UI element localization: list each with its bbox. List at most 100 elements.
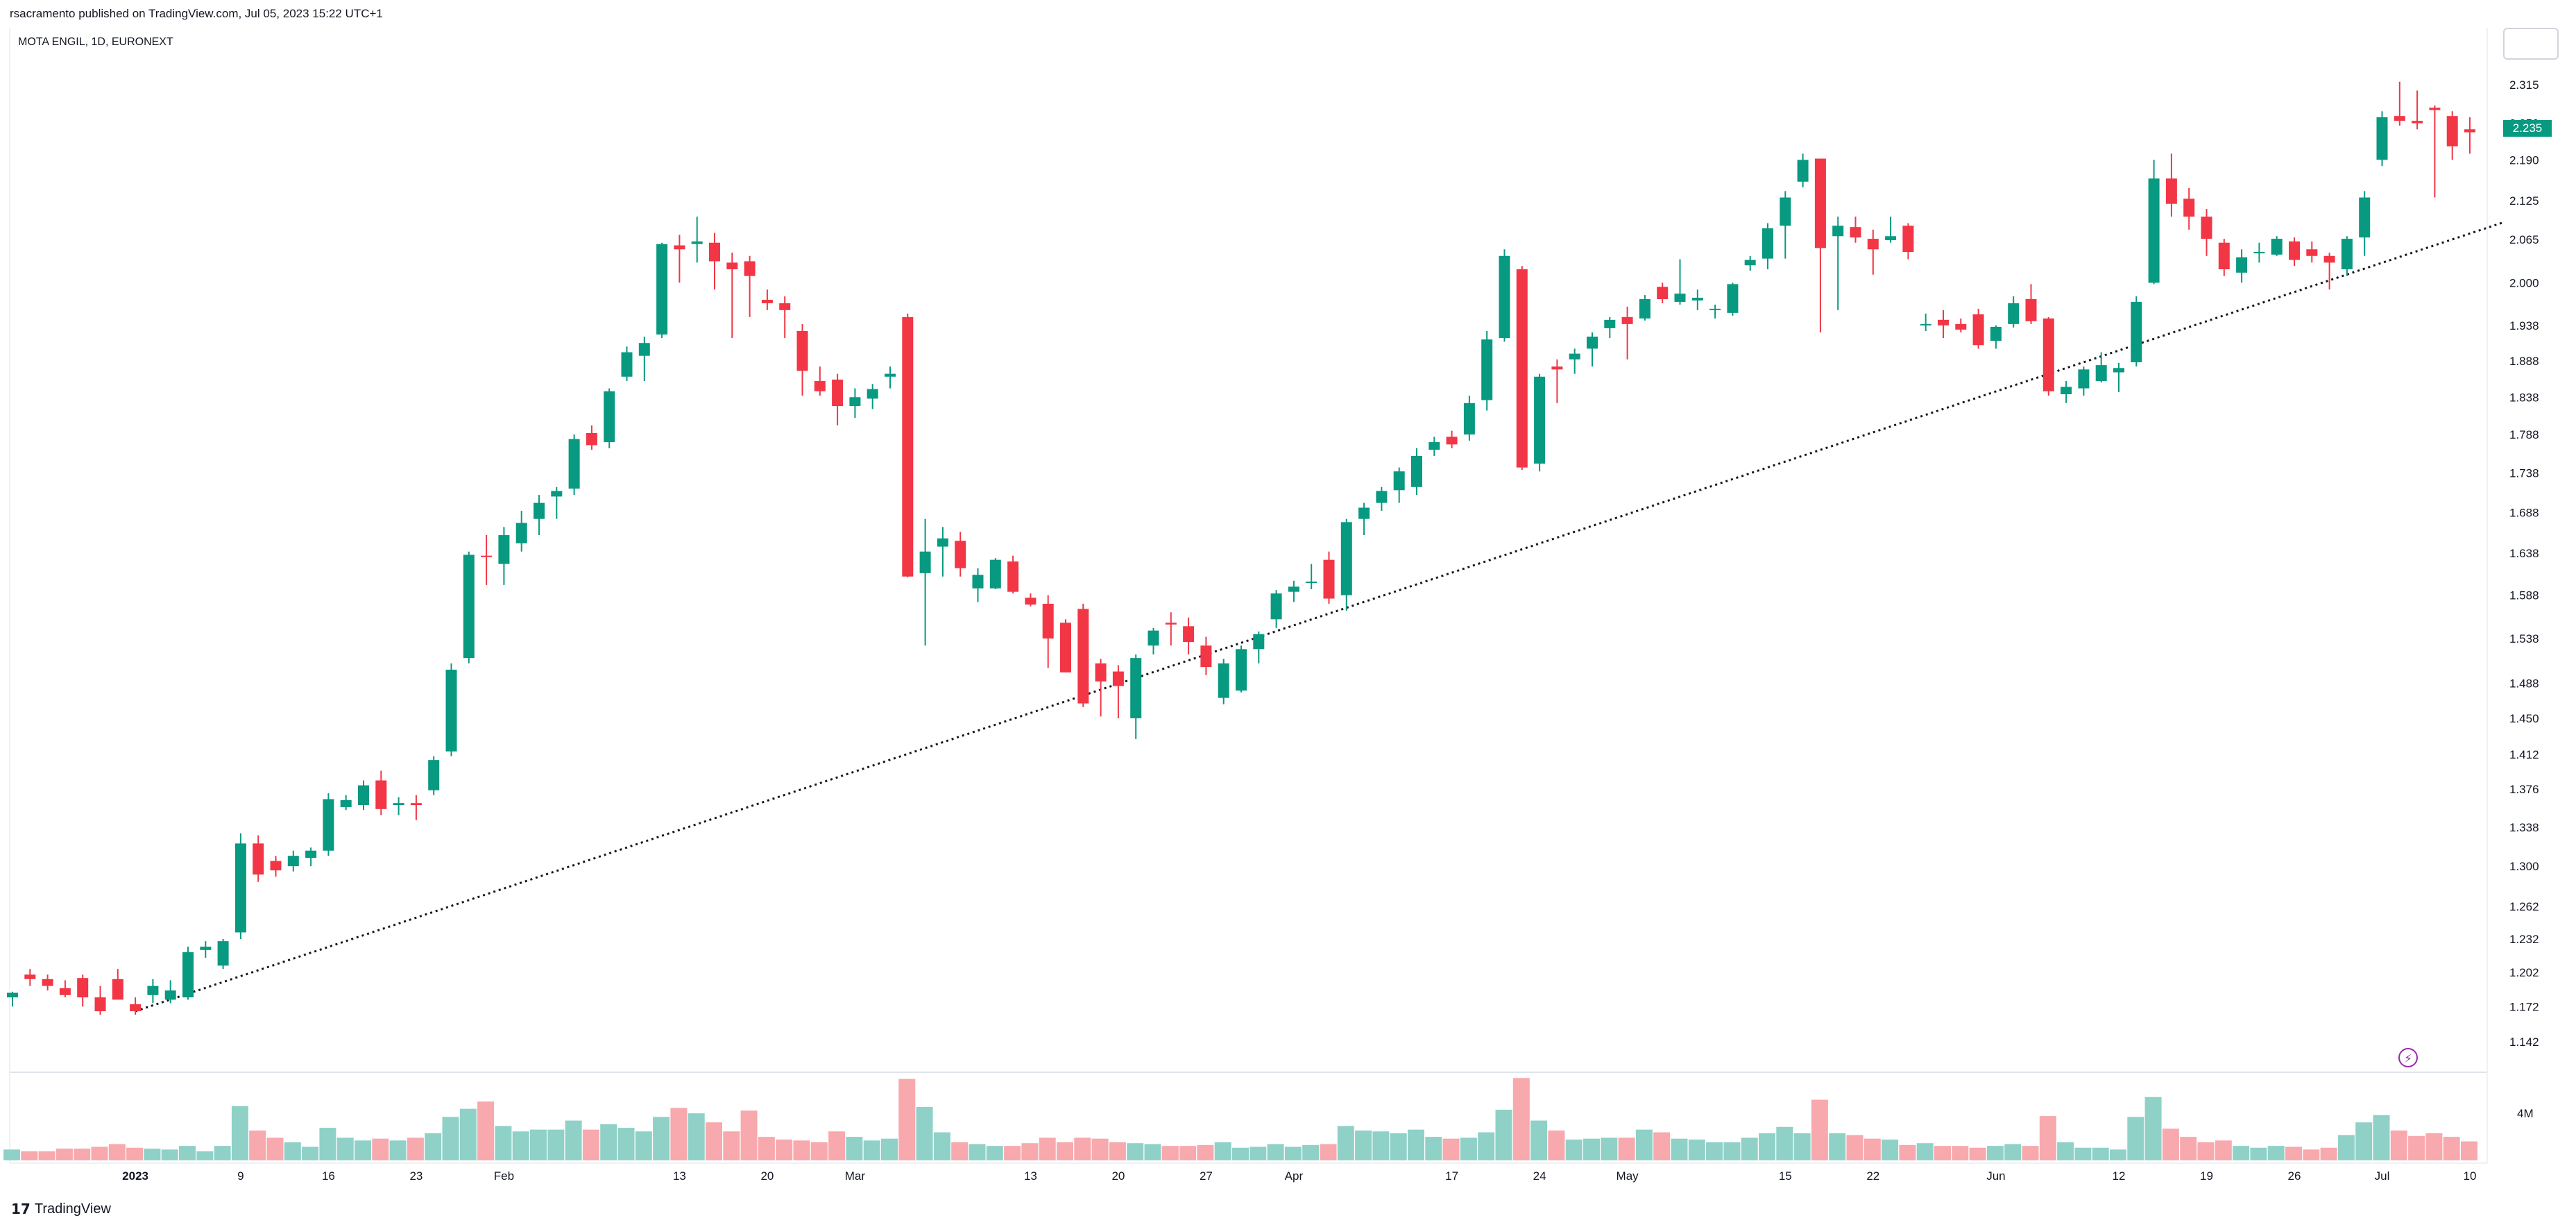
candle-body[interactable]: [1148, 630, 1159, 646]
candle-body[interactable]: [2376, 117, 2388, 160]
candle-body[interactable]: [147, 985, 159, 995]
candle-body[interactable]: [1340, 522, 1352, 595]
candle-body[interactable]: [1253, 634, 1265, 650]
candle-body[interactable]: [428, 760, 440, 790]
candle-body[interactable]: [1604, 319, 1616, 328]
candle-body[interactable]: [59, 988, 71, 995]
candle-body[interactable]: [410, 803, 422, 806]
candle-body[interactable]: [1025, 598, 1037, 605]
candle-body[interactable]: [761, 299, 773, 303]
candle-body[interactable]: [604, 391, 615, 443]
candle-body[interactable]: [42, 979, 53, 986]
candle-body[interactable]: [182, 952, 194, 998]
candle-body[interactable]: [1306, 582, 1317, 584]
candle-body[interactable]: [2306, 249, 2318, 256]
candle-body[interactable]: [1990, 326, 2002, 341]
candle-body[interactable]: [1797, 160, 1809, 182]
candle-body[interactable]: [1691, 298, 1703, 301]
candle-body[interactable]: [2341, 239, 2353, 270]
candle-body[interactable]: [2253, 252, 2265, 254]
candle-body[interactable]: [2131, 301, 2142, 362]
candle-body[interactable]: [1428, 442, 1440, 450]
candle-body[interactable]: [2394, 116, 2405, 121]
candle-body[interactable]: [1183, 626, 1195, 643]
candle-body[interactable]: [621, 352, 633, 377]
candle-body[interactable]: [2078, 369, 2090, 389]
candle-body[interactable]: [1218, 663, 1229, 698]
candle-body[interactable]: [691, 241, 703, 244]
candle-body[interactable]: [375, 780, 387, 809]
candle-body[interactable]: [779, 303, 791, 310]
candle-body[interactable]: [1780, 197, 1791, 226]
chart-settings-box[interactable]: [2503, 28, 2559, 60]
candle-body[interactable]: [551, 491, 563, 497]
candle-body[interactable]: [1393, 471, 1405, 491]
candle-body[interactable]: [832, 379, 844, 407]
candle-body[interactable]: [1814, 158, 1826, 248]
candle-body[interactable]: [972, 575, 984, 589]
candle-body[interactable]: [2148, 178, 2160, 283]
candle-body[interactable]: [305, 850, 317, 858]
candle-body[interactable]: [568, 439, 580, 489]
candle-body[interactable]: [1972, 314, 1984, 346]
candle-body[interactable]: [796, 330, 808, 371]
candle-body[interactable]: [234, 843, 246, 933]
candle-body[interactable]: [1534, 376, 1546, 464]
candle-body[interactable]: [7, 992, 18, 998]
candle-body[interactable]: [94, 997, 106, 1012]
candle-body[interactable]: [2236, 257, 2248, 273]
candle-body[interactable]: [1850, 227, 1861, 238]
candle-body[interactable]: [358, 785, 369, 806]
lightning-icon[interactable]: ⚡: [2398, 1048, 2418, 1067]
candle-body[interactable]: [2165, 178, 2177, 204]
candle-body[interactable]: [2061, 387, 2072, 395]
candle-body[interactable]: [2025, 298, 2037, 321]
candle-body[interactable]: [1516, 269, 1528, 468]
candle-body[interactable]: [1885, 236, 1897, 240]
candle-body[interactable]: [885, 373, 896, 377]
candle-body[interactable]: [867, 389, 878, 399]
candle-body[interactable]: [2271, 239, 2283, 255]
candle-body[interactable]: [498, 535, 510, 564]
candle-body[interactable]: [2008, 303, 2020, 324]
candle-body[interactable]: [393, 803, 404, 806]
candle-body[interactable]: [1446, 437, 1458, 445]
candle-body[interactable]: [1165, 623, 1177, 625]
candle-body[interactable]: [1587, 337, 1598, 349]
candle-body[interactable]: [1130, 658, 1142, 719]
candle-body[interactable]: [726, 262, 738, 270]
candle-body[interactable]: [1551, 366, 1563, 370]
candle-body[interactable]: [1376, 491, 1388, 503]
candle-body[interactable]: [24, 974, 36, 979]
candle-body[interactable]: [1270, 593, 1282, 620]
candle-body[interactable]: [2218, 242, 2230, 270]
candle-body[interactable]: [1727, 284, 1739, 313]
candle-body[interactable]: [849, 397, 861, 407]
candle-body[interactable]: [1042, 603, 1054, 639]
candle-body[interactable]: [200, 947, 212, 950]
candle-body[interactable]: [2323, 255, 2335, 263]
candle-body[interactable]: [2446, 116, 2458, 146]
candle-body[interactable]: [1481, 339, 1493, 400]
candle-body[interactable]: [1499, 255, 1510, 339]
candle-body[interactable]: [2113, 368, 2124, 373]
candle-body[interactable]: [1077, 609, 1089, 704]
candle-body[interactable]: [937, 538, 948, 547]
candle-body[interactable]: [130, 1004, 142, 1012]
candle-body[interactable]: [1200, 645, 1212, 668]
candle-body[interactable]: [989, 559, 1001, 589]
candle-body[interactable]: [709, 242, 720, 262]
candle-body[interactable]: [534, 502, 545, 519]
candle-body[interactable]: [287, 856, 299, 867]
trend-line[interactable]: [135, 221, 2506, 1013]
candle-body[interactable]: [2183, 198, 2195, 217]
candle-body[interactable]: [1639, 298, 1650, 319]
candle-body[interactable]: [112, 979, 123, 1000]
candle-body[interactable]: [1674, 294, 1686, 302]
candle-body[interactable]: [445, 669, 457, 752]
candle-body[interactable]: [744, 261, 756, 276]
candle-body[interactable]: [1657, 287, 1669, 299]
candle-body[interactable]: [253, 843, 264, 875]
candle-body[interactable]: [1060, 623, 1071, 672]
